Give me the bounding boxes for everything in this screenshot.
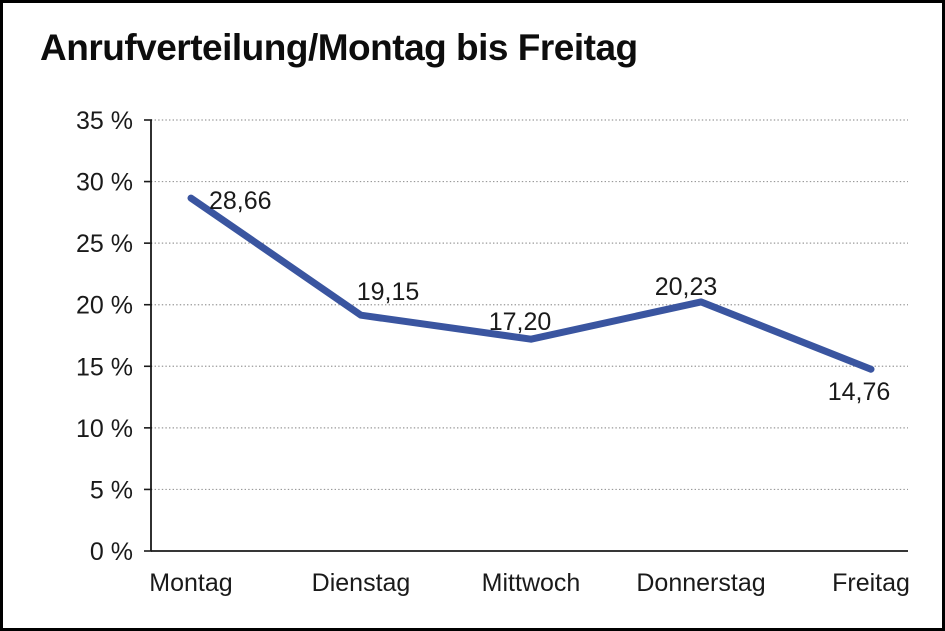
category-label: Donnerstag (636, 569, 765, 597)
y-tick-label: 30 % (76, 169, 133, 197)
y-tick-label: 10 % (76, 415, 133, 443)
y-tick-label: 25 % (76, 230, 133, 258)
category-label: Freitag (832, 569, 910, 597)
series-line (187, 194, 875, 373)
data-point-label: 19,15 (357, 278, 420, 306)
data-point-label: 20,23 (655, 273, 718, 301)
y-tick-label: 15 % (76, 353, 133, 381)
line-chart: 0 % 5 % 10 % 15 % 20 % 25 % 30 % 35 % Montag Dien… (76, 107, 910, 597)
y-tick-label: 35 % (76, 107, 133, 135)
y-tick-label: 5 % (90, 476, 133, 504)
data-point-label: 28,66 (209, 187, 272, 215)
data-point-label: 17,20 (489, 308, 552, 336)
y-tick-label: 0 % (90, 538, 133, 566)
data-point-label: 14,76 (828, 378, 891, 406)
y-tick-label: 20 % (76, 292, 133, 320)
category-label: Dienstag (312, 569, 411, 597)
chart-title: Anrufverteilung/Montag bis Freitag (40, 27, 638, 68)
category-label: Mittwoch (482, 569, 581, 597)
category-label: Montag (149, 569, 232, 597)
